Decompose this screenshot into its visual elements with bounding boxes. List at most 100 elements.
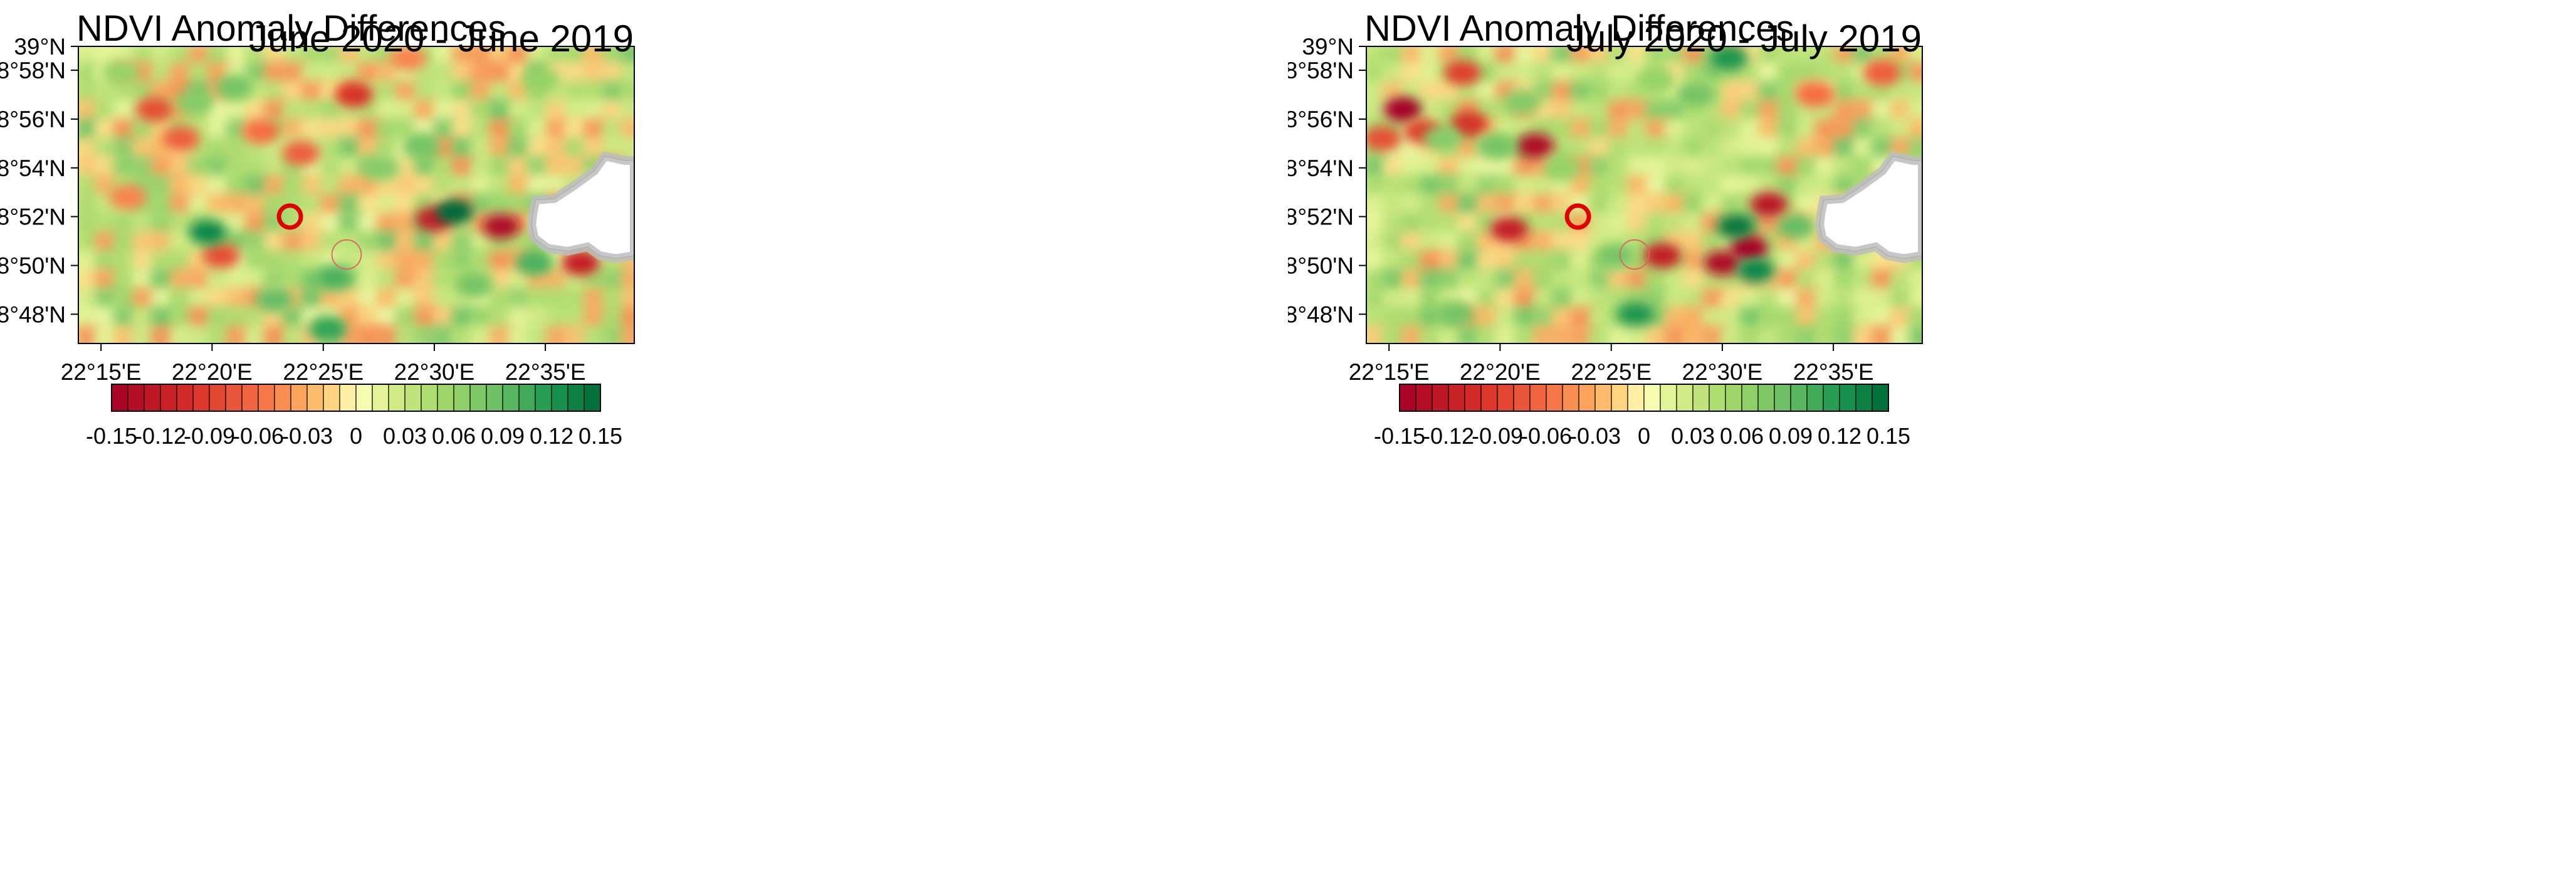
ndvi-anomaly-patch [1636,67,1675,93]
colorbar-swatch [1594,384,1612,412]
x-tick-label: 22°30'E [1682,359,1763,385]
colorbar-swatch [584,384,601,412]
colorbar-tick-label: 0.09 [481,423,525,449]
colorbar-swatch [1839,384,1856,412]
y-tick-label: 38°58'N [1288,58,1354,83]
lake-shore [527,151,634,263]
colorbar-tick-label: 0.03 [383,423,427,449]
colorbar-swatch [111,384,128,412]
colorbar-tick-label: -0.06 [233,423,284,449]
ndvi-anomaly-patch [242,118,280,144]
colorbar-tick-label: 0 [1638,423,1650,449]
ndvi-field-cell [1909,326,1922,343]
colorbar-swatch [1774,384,1791,412]
colorbar-swatch [1855,384,1873,412]
colorbar-swatch [1611,384,1628,412]
chart-title: NDVI Anomaly Differences [1364,8,1794,49]
y-tick-label: 39°N [1302,34,1354,60]
ndvi-field-cell [621,138,634,162]
ndvi-anomaly-patch [315,265,353,290]
colorbar-tick-label: 0.12 [1818,423,1861,449]
colorbar-swatch [225,384,243,412]
colorbar-swatch [160,384,177,412]
colorbar-swatch [1790,384,1808,412]
ndvi-anomaly-patch [389,46,427,71]
colorbar-tick-label: -0.09 [1472,423,1523,449]
chart-subtitle: June 2020 - June 2019 [249,18,634,60]
ndvi-anomaly-patch [1477,133,1515,159]
ndvi-anomaly-patch [1730,236,1768,261]
x-tick-label: 22°20'E [172,359,253,385]
ndvi-field-cell [1909,63,1922,86]
colorbar-swatch [306,384,324,412]
colorbar-swatch [127,384,145,412]
x-tick-label: 22°35'E [505,359,586,385]
ndvi-anomaly-patch [1423,126,1462,152]
ndvi-anomaly-patch [562,250,600,276]
chart-subtitle: July 2020 - July 2019 [1566,18,1922,60]
colorbar-swatch [1741,384,1759,412]
colorbar-swatch [144,384,161,412]
colorbar-swatch [1643,384,1661,412]
x-tick-label: 22°20'E [1460,359,1541,385]
colorbar-swatch [258,384,275,412]
colorbar-swatch [1399,384,1416,412]
ndvi-anomaly-patch [1863,60,1902,86]
ndvi-anomaly-patch [202,243,240,268]
colorbar-tick-label: -0.03 [1569,423,1621,449]
ndvi-chart-july: 39°N38°58'N 38°56'N 38°54'N 38°52'N 38°50'N 3… [1288,8,1923,449]
chart-panel-july: 39°N38°58'N 38°56'N 38°54'N 38°52'N 38°50'N 3… [1288,0,2576,870]
y-tick-label: 38°56'N [0,107,66,132]
plot-frame [1366,46,1923,344]
colorbar-tick-label: 0.06 [1720,423,1764,449]
colorbar-tick-label: -0.06 [1521,423,1572,449]
ndvi-anomaly-patch [175,89,214,115]
colorbar-swatch [453,384,471,412]
colorbar-swatch [1480,384,1498,412]
ndvi-anomaly-patch [402,133,440,159]
colorbar-swatch [1448,384,1465,412]
ndvi-anomaly-patch [255,286,293,312]
ndvi-field-cell [621,288,634,312]
colorbar-swatch [1872,384,1889,412]
colorbar-frame [111,384,601,412]
ndvi-field-cell [621,270,634,293]
ndvi-field-cell [1909,288,1922,312]
colorbar-tick-label: -0.12 [1423,423,1474,449]
y-tick-label: 38°54'N [1288,155,1354,181]
ndvi-field-cell [621,307,634,331]
ndvi-anomaly-patch [1383,97,1422,122]
study-area-circle [276,203,303,230]
colorbar-swatch [469,384,487,412]
reference-area-circle [331,239,362,270]
lake-shore [1815,151,1922,263]
x-tick-label: 22°25'E [283,359,364,385]
colorbar-swatch [209,384,226,412]
colorbar-swatch [1578,384,1596,412]
colorbar-swatch [421,384,438,412]
colorbar-swatch [1823,384,1840,412]
ndvi-field-cell [1909,119,1922,143]
x-tick-label: 22°15'E [1349,359,1430,385]
ndvi-anomaly-patch [135,97,174,122]
colorbar-swatch [1709,384,1726,412]
ndvi-field-cell [1909,46,1922,68]
colorbar-swatch [1513,384,1531,412]
ndvi-field-cell [1909,307,1922,331]
ndvi-field-cell [621,100,634,124]
ndvi-field-cell [621,119,634,143]
colorbar-tick-label: -0.15 [86,423,137,449]
colorbar-tick-label: -0.03 [281,423,333,449]
ndvi-anomaly-patch [1616,301,1655,327]
y-tick-label: 38°50'N [0,253,66,279]
colorbar-swatch [339,384,357,412]
colorbar-tick-label: -0.15 [1374,423,1425,449]
y-tick-label: 38°56'N [1288,107,1354,132]
ndvi-anomaly-patch [1437,301,1475,327]
ndvi-anomaly-patch [162,126,200,152]
colorbar-swatch [567,384,585,412]
ndvi-anomaly-patch [308,316,347,342]
colorbar-tick-label: 0 [350,423,362,449]
ndvi-anomaly-patch [1677,82,1715,108]
colorbar-swatch [437,384,454,412]
